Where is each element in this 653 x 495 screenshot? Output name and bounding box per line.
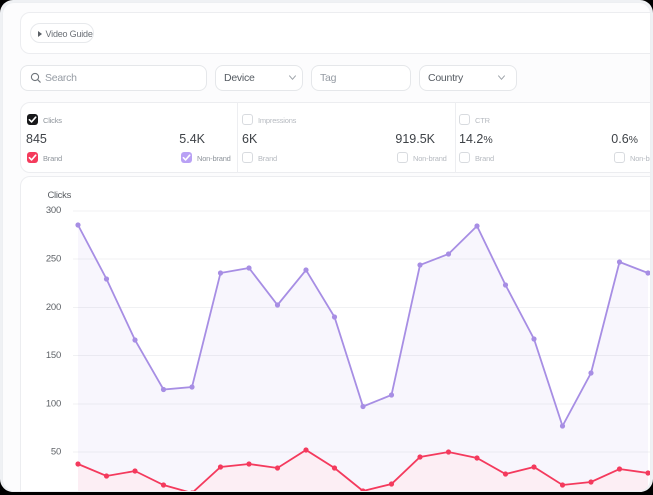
- svg-text:200: 200: [46, 302, 61, 313]
- svg-text:50: 50: [51, 447, 61, 458]
- svg-text:150: 150: [46, 350, 61, 361]
- svg-text:100: 100: [46, 399, 61, 410]
- svg-text:300: 300: [46, 205, 61, 216]
- svg-text:250: 250: [46, 254, 61, 265]
